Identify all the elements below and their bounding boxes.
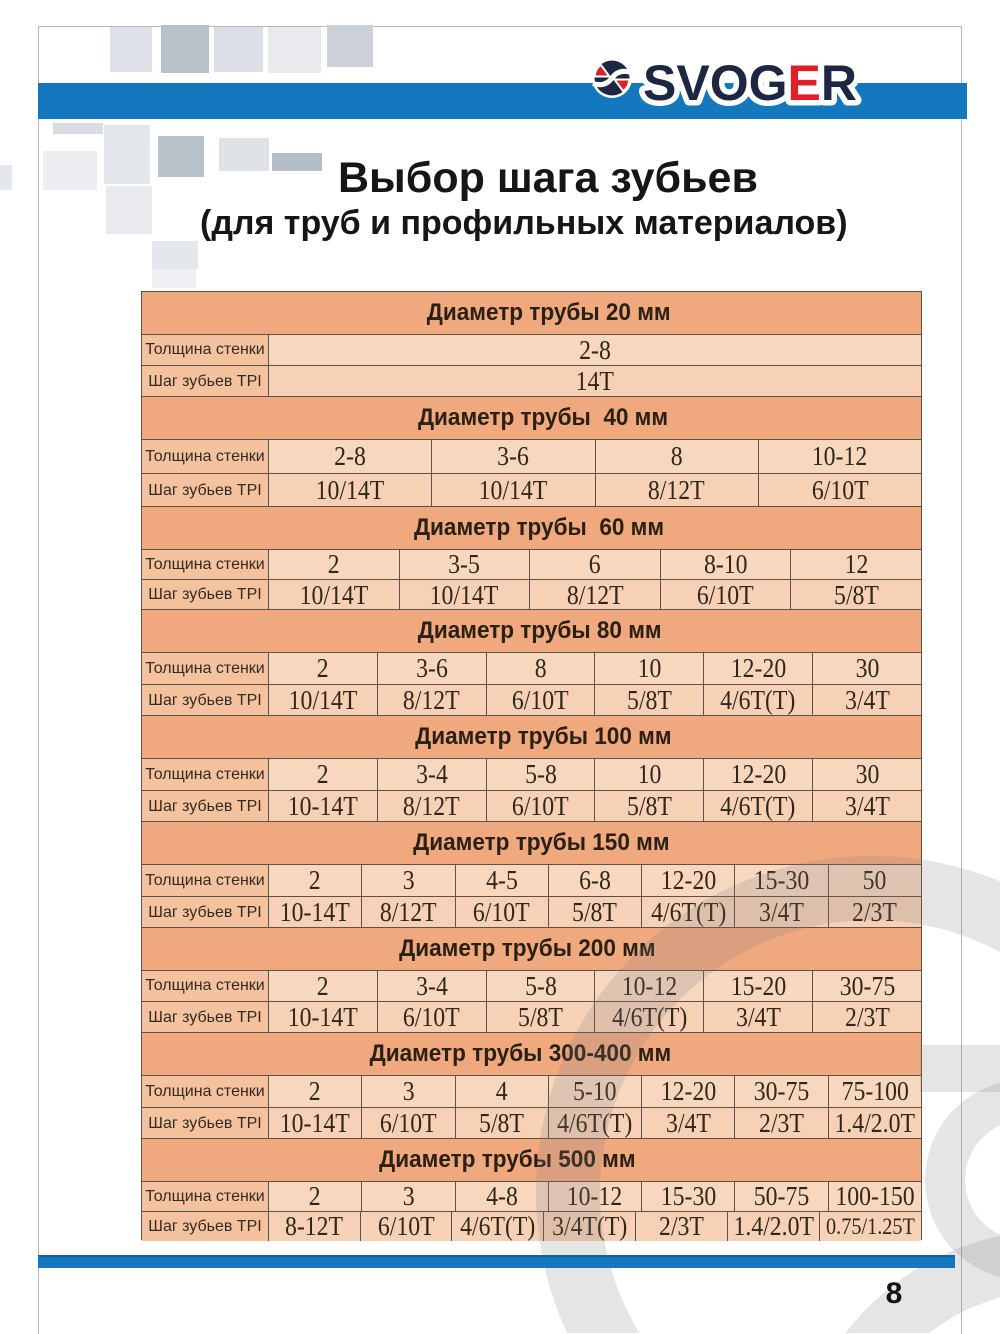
svg-text:SVOGER: SVOGER xyxy=(643,55,857,111)
svg-text:SVOGER: SVOGER xyxy=(643,55,857,111)
